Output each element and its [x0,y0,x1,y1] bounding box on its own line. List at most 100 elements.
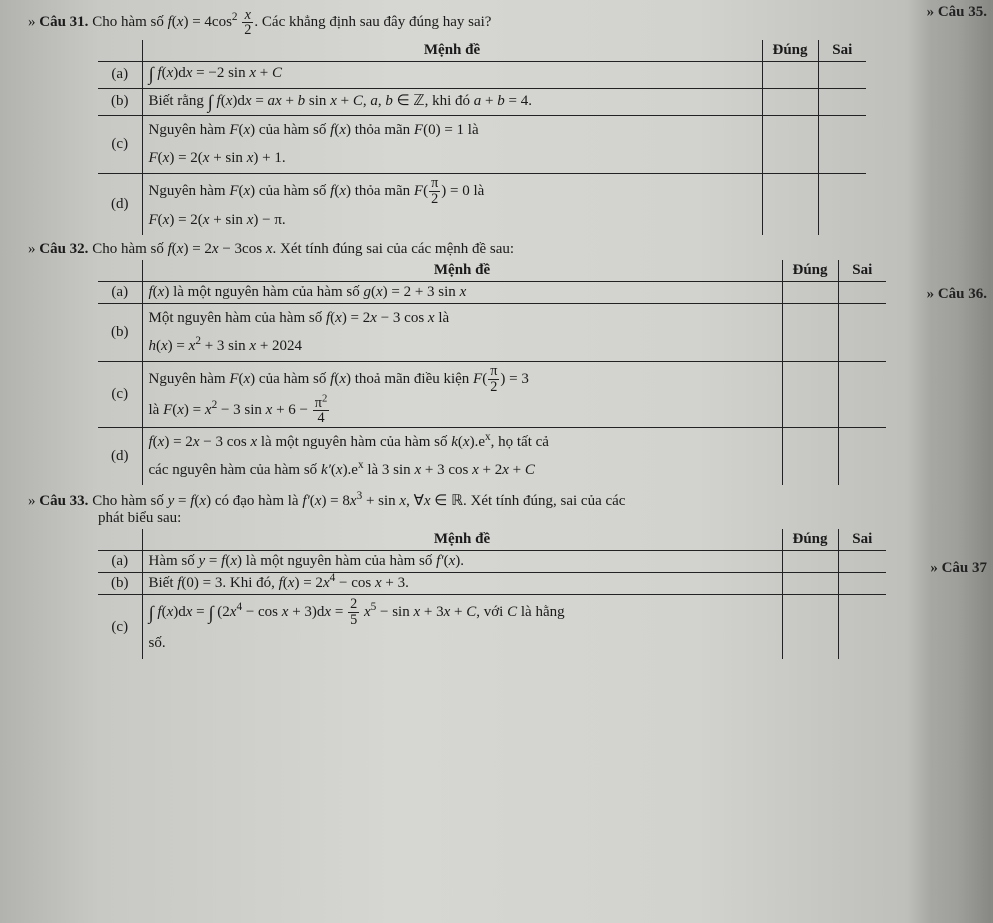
cell-sai[interactable] [818,88,866,116]
row-key: (c) [98,116,142,174]
head-formula: f′(x) = 8x3 + sin x, ∀x ∈ ℝ [302,493,463,509]
row-body: Nguyên hàm F(x) của hàm số f(x) thỏa mãn… [142,116,762,174]
row-key: (a) [98,282,142,304]
table-q32: Mệnh đề Đúng Sai (a)f(x) là một nguyên h… [98,260,886,485]
question-33: » Câu 33. Cho hàm số y = f(x) có đạo hàm… [28,491,965,658]
cell-sai[interactable] [818,116,866,174]
table-row: (c)Nguyên hàm F(x) của hàm số f(x) thỏa … [98,116,866,174]
tbody-q31: (a)∫ f(x)dx = −2 sin x + C(b)Biết rằng ∫… [98,61,866,235]
col-dung: Đúng [782,260,838,282]
table-header-row: Mệnh đề Đúng Sai [98,40,866,62]
table-row: (b)Một nguyên hàm của hàm số f(x) = 2x −… [98,304,886,362]
row-body: Biết f(0) = 3. Khi đó, f(x) = 2x4 − cos … [142,573,782,595]
head-formula: f(x) = 2x − 3cos x [168,241,273,257]
row-key: (b) [98,88,142,116]
col-key [98,529,142,551]
cell-dung[interactable] [782,428,838,486]
table-header-row: Mệnh đề Đúng Sai [98,529,886,551]
row-body: Hàm số y = f(x) là một nguyên hàm của hà… [142,551,782,573]
row-key: (a) [98,61,142,88]
cell-sai[interactable] [838,551,886,573]
col-sai: Sai [838,529,886,551]
cell-sai[interactable] [818,61,866,88]
cell-dung[interactable] [782,304,838,362]
cell-sai[interactable] [838,304,886,362]
col-key [98,40,142,62]
table-q33: Mệnh đề Đúng Sai (a)Hàm số y = f(x) là m… [98,529,886,658]
row-key: (b) [98,573,142,595]
row-body: f(x) = 2x − 3 cos x là một nguyên hàm củ… [142,428,782,486]
cell-sai[interactable] [818,174,866,236]
row-body: Biết rằng ∫ f(x)dx = ax + b sin x + C, a… [142,88,762,116]
col-body: Mệnh đề [142,529,782,551]
table-row: (b)Biết rằng ∫ f(x)dx = ax + b sin x + C… [98,88,866,116]
question-label: Câu 31. [39,14,88,30]
row-key: (b) [98,304,142,362]
row-body: f(x) là một nguyên hàm của hàm số g(x) =… [142,282,782,304]
cell-dung[interactable] [762,174,818,236]
question-label: Câu 33. [39,493,88,509]
table-header-row: Mệnh đề Đúng Sai [98,260,886,282]
side-note: » Câu 35. [927,4,987,21]
head-text: có đạo hàm là [215,493,302,509]
bullet: » [28,14,39,30]
row-key: (d) [98,428,142,486]
row-key: (c) [98,362,142,428]
col-key [98,260,142,282]
head-text: . Xét tính đúng, sai của các [463,493,625,509]
table-row: (c)Nguyên hàm F(x) của hàm số f(x) thoả … [98,362,886,428]
head-formula: f(x) = 4cos2 x2 [168,14,255,30]
question-label: Câu 32. [39,241,88,257]
question-32: » Câu 32. Cho hàm số f(x) = 2x − 3cos x.… [28,241,965,485]
col-sai: Sai [818,40,866,62]
row-key: (a) [98,551,142,573]
row-key: (c) [98,595,142,659]
cell-dung[interactable] [782,362,838,428]
head-text: phát biểu sau: [28,510,181,526]
cell-dung[interactable] [762,88,818,116]
table-q31: Mệnh đề Đúng Sai (a)∫ f(x)dx = −2 sin x … [98,40,866,236]
bullet: » [28,241,39,257]
question-31-head: » Câu 31. Cho hàm số f(x) = 4cos2 x2. Cá… [28,8,965,38]
table-row: (d)Nguyên hàm F(x) của hàm số f(x) thỏa … [98,174,866,236]
cell-dung[interactable] [782,282,838,304]
cell-sai[interactable] [838,595,886,659]
table-row: (d)f(x) = 2x − 3 cos x là một nguyên hàm… [98,428,886,486]
table-row: (a)f(x) là một nguyên hàm của hàm số g(x… [98,282,886,304]
question-33-head: » Câu 33. Cho hàm số y = f(x) có đạo hàm… [28,491,965,527]
cell-sai[interactable] [838,362,886,428]
table-row: (a)∫ f(x)dx = −2 sin x + C [98,61,866,88]
head-text: . Xét tính đúng sai của các mệnh đề sau: [272,241,514,257]
col-dung: Đúng [782,529,838,551]
row-body: Nguyên hàm F(x) của hàm số f(x) thoả mãn… [142,362,782,428]
table-row: (c)∫ f(x)dx = ∫ (2x4 − cos x + 3)dx = 25… [98,595,886,659]
question-31: » Câu 31. Cho hàm số f(x) = 4cos2 x2. Cá… [28,8,965,235]
head-text: Cho hàm số [92,241,167,257]
cell-dung[interactable] [782,595,838,659]
tbody-q33: (a)Hàm số y = f(x) là một nguyên hàm của… [98,551,886,659]
head-formula: y = f(x) [168,493,211,509]
col-body: Mệnh đề [142,260,782,282]
row-body: Một nguyên hàm của hàm số f(x) = 2x − 3 … [142,304,782,362]
col-body: Mệnh đề [142,40,762,62]
cell-dung[interactable] [762,61,818,88]
head-text: Cho hàm số [92,14,167,30]
side-note: » Câu 37 [930,560,987,577]
col-sai: Sai [838,260,886,282]
cell-sai[interactable] [838,573,886,595]
table-row: (b)Biết f(0) = 3. Khi đó, f(x) = 2x4 − c… [98,573,886,595]
row-body: Nguyên hàm F(x) của hàm số f(x) thỏa mãn… [142,174,762,236]
row-key: (d) [98,174,142,236]
head-text: Cho hàm số [92,493,167,509]
question-32-head: » Câu 32. Cho hàm số f(x) = 2x − 3cos x.… [28,241,965,258]
side-note: » Câu 36. [927,286,987,303]
cell-dung[interactable] [782,573,838,595]
row-body: ∫ f(x)dx = ∫ (2x4 − cos x + 3)dx = 25 x5… [142,595,782,659]
cell-dung[interactable] [762,116,818,174]
cell-sai[interactable] [838,428,886,486]
cell-dung[interactable] [782,551,838,573]
cell-sai[interactable] [838,282,886,304]
tbody-q32: (a)f(x) là một nguyên hàm của hàm số g(x… [98,282,886,486]
head-text: . Các khẳng định sau đây đúng hay sai? [254,14,491,30]
row-body: ∫ f(x)dx = −2 sin x + C [142,61,762,88]
